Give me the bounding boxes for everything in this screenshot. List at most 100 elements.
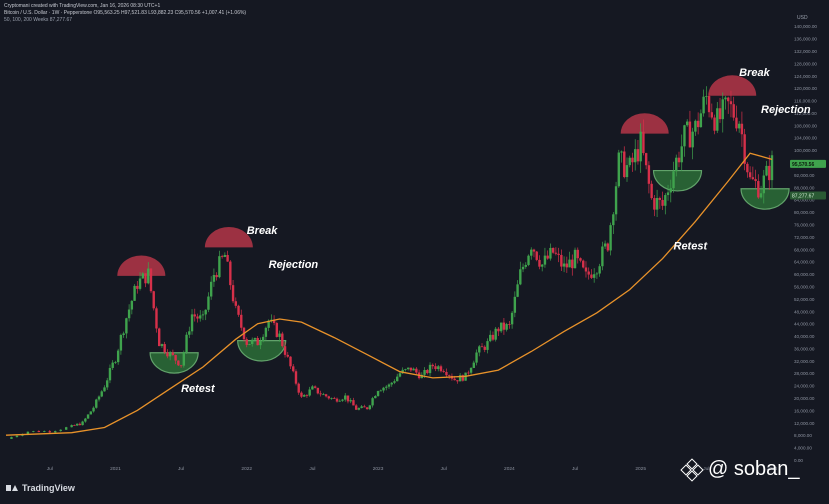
annotation-label: Rejection <box>761 104 811 116</box>
candle-body <box>346 395 350 402</box>
candle-body <box>688 121 692 148</box>
candle-body <box>43 431 46 433</box>
annotation-label: Retest <box>674 240 709 252</box>
candle-body <box>653 198 656 210</box>
candle-body <box>305 395 309 396</box>
candle-body <box>160 344 164 347</box>
candle-body <box>37 431 41 433</box>
candle-body <box>231 285 235 302</box>
candle-body <box>302 395 306 397</box>
y-tick-label: 24,000.00 <box>794 384 815 389</box>
candle-body <box>130 300 134 310</box>
y-tick-label: 84,000.00 <box>794 198 815 203</box>
candle-body <box>335 398 339 402</box>
candle-body <box>428 364 432 374</box>
candle-body <box>188 331 191 335</box>
y-tick-label: 132,000.00 <box>794 49 817 54</box>
candle-body <box>524 264 527 267</box>
y-tick-label: 120,000.00 <box>794 86 817 91</box>
last-price-badge <box>790 159 826 168</box>
candle-body <box>770 155 774 181</box>
candle-body <box>603 243 607 247</box>
candle-body <box>480 346 484 348</box>
candle-body <box>628 157 631 166</box>
candle-body <box>650 183 653 199</box>
candle-body <box>75 423 79 426</box>
tradingview-logo-text: TradingView <box>22 483 75 493</box>
candle-body <box>491 334 495 340</box>
candle-body <box>300 392 303 397</box>
candle-body <box>765 165 768 176</box>
y-tick-label: 108,000.00 <box>794 123 817 128</box>
watermark: @ soban_ <box>680 457 799 482</box>
candle-body <box>453 378 456 381</box>
candle-body <box>256 338 259 346</box>
candle-body <box>710 112 714 118</box>
y-tick-label: 16,000.00 <box>794 408 815 413</box>
candle-body <box>737 123 741 129</box>
candle-body <box>458 375 462 382</box>
candle-body <box>573 249 577 269</box>
candle-body <box>229 261 232 286</box>
candle-body <box>267 320 270 328</box>
candle-body <box>294 371 298 384</box>
x-tick-label: 2025 <box>635 466 646 472</box>
candle-body <box>642 131 645 154</box>
candle-body <box>26 431 30 435</box>
candle-body <box>508 324 511 325</box>
candle-body <box>152 291 155 309</box>
candle-body <box>762 175 765 194</box>
candle-body <box>543 255 547 265</box>
candle-body <box>84 418 87 422</box>
candle-body <box>437 366 440 370</box>
y-tick-label: 60,000.00 <box>794 272 815 277</box>
candle-body <box>691 131 694 148</box>
bottom-dome <box>652 169 703 192</box>
candle-body <box>127 309 131 319</box>
candle-body <box>251 339 254 345</box>
candle-body <box>289 356 292 367</box>
candle-body <box>732 104 735 118</box>
y-tick-label: 136,000.00 <box>794 37 817 42</box>
candle-body <box>513 296 517 313</box>
candle-body <box>541 264 544 267</box>
y-tick-label: 128,000.00 <box>794 61 817 66</box>
candle-body <box>245 339 248 345</box>
candle-body <box>565 263 569 268</box>
candle-body <box>727 97 730 102</box>
bottom-dome <box>740 188 790 210</box>
candle-body <box>166 352 169 357</box>
candle-body <box>647 165 651 184</box>
last-price-value: 95,570.56 <box>792 162 814 168</box>
candle-body <box>510 312 514 325</box>
candle-body <box>349 400 352 402</box>
candle-body <box>108 367 112 381</box>
chart-header-symbol: Bitcoin / U.S. Dollar · 1W · Pepperstone… <box>4 10 247 16</box>
candle-body <box>103 387 106 392</box>
candle-body <box>447 375 451 377</box>
candle-body <box>204 309 207 315</box>
candle-body <box>683 125 686 147</box>
candle-body <box>499 322 503 332</box>
candle-body <box>685 121 689 126</box>
candle-body <box>554 252 558 254</box>
candle-body <box>576 249 579 259</box>
top-dome <box>204 227 253 248</box>
candle-body <box>595 273 599 275</box>
candle-body <box>330 398 333 399</box>
candle-body <box>478 346 481 353</box>
candle-body <box>92 407 95 412</box>
candle-body <box>590 274 593 278</box>
candle-body <box>324 394 328 397</box>
candle-body <box>677 157 681 163</box>
candle-body <box>240 314 243 328</box>
candle-body <box>136 285 139 289</box>
candle-body <box>582 260 585 268</box>
candle-body <box>70 425 73 428</box>
tradingview-icon <box>6 484 18 492</box>
candle-body <box>584 267 588 272</box>
candle-body <box>472 362 476 368</box>
candle-body <box>434 366 437 370</box>
candle-body <box>133 285 136 301</box>
